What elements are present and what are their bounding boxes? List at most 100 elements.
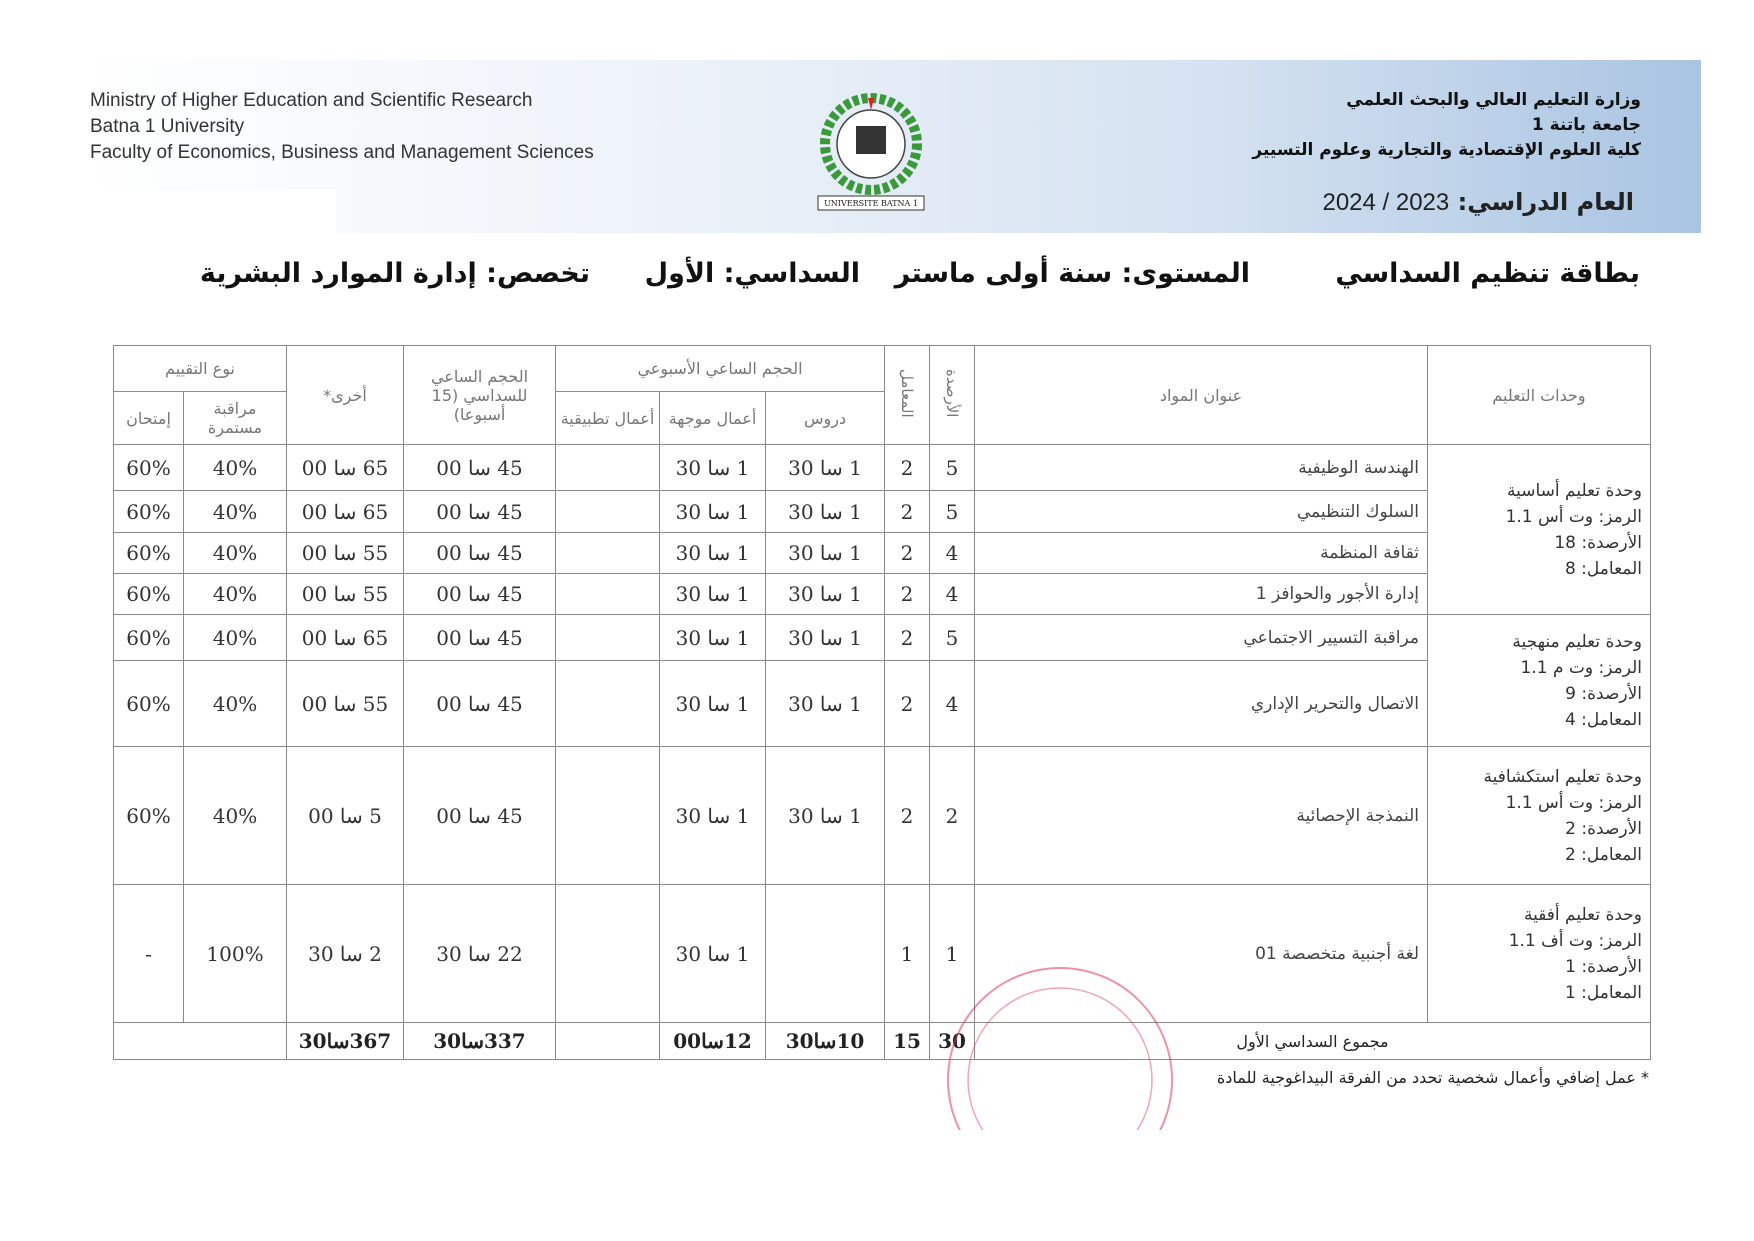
unit-line: الرمز: وت م 1.1: [1520, 657, 1643, 678]
cell-td: 1 سا 30: [659, 746, 767, 885]
cell-td: 1 سا 30: [659, 884, 767, 1023]
faculty-en: Faculty of Economics, Business and Manag…: [90, 142, 594, 163]
cell-coef: 2: [884, 573, 931, 615]
unit-cell: وحدة تعليم أفقية الرمز: وت أف 1.1 الأرصدة:…: [1427, 884, 1652, 1023]
cell-lectures: 1 سا 30: [765, 614, 886, 661]
cell-coef: 2: [884, 490, 931, 533]
cell-credits: 2: [929, 746, 976, 885]
cell-exam: 60%: [113, 660, 184, 747]
cell-continuous: 40%: [183, 490, 287, 533]
header-band-gap: [78, 190, 336, 233]
total-tp: [554, 1022, 661, 1060]
ministry-en: Ministry of Higher Education and Scienti…: [90, 90, 533, 111]
specialty-title: تخصص: إدارة الموارد البشرية: [199, 258, 590, 289]
cell-td: 1 سا 30: [659, 614, 767, 661]
cell-tp: [554, 532, 661, 574]
cell-credits: 4: [929, 573, 976, 615]
cell-lectures: 1 سا 30: [765, 573, 886, 615]
cell-semester: 45 سا 00: [403, 614, 556, 661]
total-lectures: 10سا30: [765, 1022, 886, 1060]
cell-td: 1 سا 30: [659, 573, 767, 615]
cell-coef: 1: [884, 884, 931, 1023]
cell-td: 1 سا 30: [659, 660, 767, 747]
header-arabic: وزارة التعليم العالي والبحث العلمي جامعة…: [1252, 88, 1641, 163]
unit-line: الرمز: وت أس 1.1: [1505, 506, 1643, 527]
header-exam: إمتحان: [113, 391, 184, 445]
cell-semester: 45 سا 00: [403, 573, 556, 615]
cell-coef: 2: [884, 614, 931, 661]
cell-lectures: 1 سا 30: [765, 532, 886, 574]
cell-other: 2 سا 30: [286, 884, 404, 1023]
table-row: ثقافة المنظمة 4 2 1 سا 30 1 سا 30 45 سا 00 55 …: [113, 532, 1651, 574]
cell-tp: [554, 490, 661, 533]
cell-exam: 60%: [113, 532, 184, 574]
header-coef: المعامل: [898, 368, 917, 418]
cell-continuous: 40%: [183, 532, 287, 574]
level-title: المستوى: سنة أولى ماستر: [894, 258, 1250, 289]
cell-semester: 45 سا 00: [403, 444, 556, 491]
cell-tp: [554, 614, 661, 661]
unit-line: المعامل: 2: [1564, 844, 1643, 865]
table-row: وحدة تعليم أفقية الرمز: وت أف 1.1 الأرصدة:…: [113, 884, 1652, 1023]
cell-credits: 5: [929, 490, 976, 533]
cell-lectures: 1 سا 30: [765, 490, 886, 533]
unit-cell: وحدة تعليم أساسية الرمز: وت أس 1.1 الأرصدة…: [1427, 444, 1652, 615]
unit-line: وحدة تعليم أساسية: [1507, 480, 1643, 501]
cell-continuous: 40%: [183, 746, 287, 885]
cell-other: 55 سا 00: [286, 532, 404, 574]
cell-other: 65 سا 00: [286, 490, 404, 533]
cell-subject: الاتصال والتحرير الإداري: [974, 660, 1429, 747]
unit-line: الرمز: وت أف 1.1: [1508, 930, 1643, 951]
unit-line: الأرصدة: 2: [1565, 818, 1643, 839]
table-row: السلوك التنظيمي 5 2 1 سا 30 1 سا 30 45 سا 00 6…: [113, 490, 1651, 533]
cell-lectures: [765, 884, 886, 1023]
cell-subject: الهندسة الوظيفية: [974, 444, 1429, 491]
cell-continuous: 40%: [183, 573, 287, 615]
cell-credits: 5: [929, 444, 976, 491]
cell-other: 65 سا 00: [286, 444, 404, 491]
header-td: أعمال موجهة: [659, 391, 767, 445]
cell-lectures: 1 سا 30: [765, 444, 886, 491]
total-eval-empty: [113, 1022, 287, 1060]
cell-subject: ثقافة المنظمة: [974, 532, 1429, 574]
unit-line: وحدة تعليم أفقية: [1523, 904, 1643, 925]
cell-semester: 45 سا 00: [403, 490, 556, 533]
cell-exam: 60%: [113, 490, 184, 533]
university-logo: UNIVERSITE BATNA 1: [817, 93, 925, 211]
cell-tp: [554, 660, 661, 747]
cell-subject: النمذجة الإحصائية: [974, 746, 1429, 885]
header-eval: نوع التقييم: [113, 345, 287, 392]
cell-semester: 22 سا 30: [403, 884, 556, 1023]
header-weekly: الحجم الساعي الأسبوعي: [554, 345, 886, 392]
cell-other: 65 سا 00: [286, 614, 404, 661]
university-ar: جامعة باتنة 1: [1531, 115, 1641, 135]
cell-coef: 2: [884, 444, 931, 491]
cell-semester: 45 سا 00: [403, 746, 556, 885]
total-semester: 337سا30: [403, 1022, 556, 1060]
cell-subject: مراقبة التسيير الاجتماعي: [974, 614, 1429, 661]
header-subject: عنوان المواد: [974, 345, 1429, 445]
header-semester-volume: الحجم الساعي للسداسي (15 أسبوعا): [403, 345, 556, 445]
cell-td: 1 سا 30: [659, 444, 767, 491]
header-lectures: دروس: [765, 391, 886, 445]
year-label: العام الدراسي:: [1457, 188, 1634, 216]
svg-text:UNIVERSITE BATNA 1: UNIVERSITE BATNA 1: [824, 199, 918, 208]
header-units: وحدات التعليم: [1427, 345, 1652, 445]
card-title: بطاقة تنظيم السداسي: [1335, 258, 1640, 289]
cell-subject: السلوك التنظيمي: [974, 490, 1429, 533]
cell-continuous: 40%: [183, 444, 287, 491]
cell-semester: 45 سا 00: [403, 532, 556, 574]
title-row: بطاقة تنظيم السداسي المستوى: سنة أولى ما…: [120, 258, 1640, 298]
cell-tp: [554, 444, 661, 491]
cell-credits: 4: [929, 532, 976, 574]
total-label: مجموع السداسي الأول: [974, 1022, 1652, 1060]
header-credits: الأرصدة: [943, 368, 962, 418]
academic-year: العام الدراسي: 2024 / 2023: [1322, 188, 1634, 217]
table-row: وحدة تعليم أساسية الرمز: وت أس 1.1 الأرصدة…: [113, 444, 1652, 615]
cell-subject: إدارة الأجور والحوافز 1: [974, 573, 1429, 615]
unit-line: وحدة تعليم استكشافية: [1483, 766, 1643, 787]
cell-credits: 5: [929, 614, 976, 661]
semester-table: وحدات التعليم عنوان المواد الأرصدة المعا…: [113, 345, 1652, 1060]
footnote: * عمل إضافي وأعمال شخصية تحدد من الفرقة …: [1216, 1068, 1649, 1087]
cell-other: 5 سا 00: [286, 746, 404, 885]
